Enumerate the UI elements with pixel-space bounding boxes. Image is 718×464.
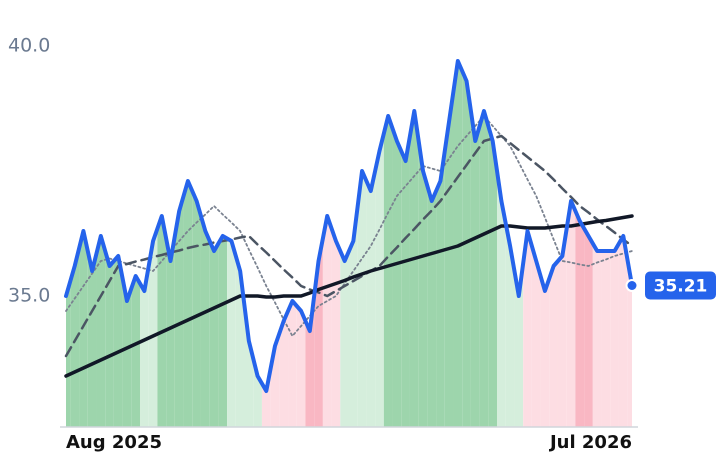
trend-fill <box>549 261 558 427</box>
last-point <box>625 279 639 292</box>
average-line <box>64 134 634 358</box>
trend-fill <box>375 133 384 427</box>
trend-fill <box>357 171 367 427</box>
trend-fill <box>200 216 210 427</box>
trend-fill <box>70 248 80 427</box>
trend-fill <box>584 228 593 427</box>
trend-fill <box>453 61 463 427</box>
trend-fill <box>105 251 114 427</box>
trend-fill <box>418 141 428 427</box>
trend-fill <box>157 216 167 427</box>
trend-fill <box>566 201 576 427</box>
trend-fill <box>322 216 332 427</box>
trend-fill <box>288 301 297 427</box>
trend-fill <box>366 171 376 427</box>
trend-fill <box>592 243 602 427</box>
trend-fill <box>392 128 402 427</box>
trend-fill <box>148 228 158 427</box>
trend-fill <box>183 181 193 427</box>
x-tick-label: Jul 2026 <box>548 432 632 453</box>
trend-fill <box>113 256 123 427</box>
trend-fill <box>349 206 358 427</box>
trend-fill <box>531 246 541 427</box>
trend-fill <box>444 91 454 427</box>
x-tick-label: Aug 2025 <box>66 432 162 453</box>
trend-fill <box>601 251 611 427</box>
average-line <box>64 214 634 378</box>
trend-fill <box>296 306 306 427</box>
y-tick-label: 40.0 <box>8 35 50 57</box>
trend-fill <box>575 211 585 427</box>
trend-fill <box>523 231 532 427</box>
trend-fill <box>557 228 567 427</box>
trend-fill <box>270 333 280 427</box>
trend-fill <box>627 260 632 427</box>
trend-fill <box>409 111 419 427</box>
trend-fill <box>488 126 498 427</box>
trend-fill <box>497 171 506 427</box>
trend-fill <box>227 238 236 427</box>
trend-fill <box>340 251 349 427</box>
trend-fill <box>174 196 184 427</box>
trend-fill <box>192 191 201 427</box>
value-badge-label: 35.21 <box>654 277 708 297</box>
trend-fill <box>383 116 393 427</box>
trend-fill <box>401 136 410 427</box>
trend-fill <box>514 263 524 427</box>
trend-fill <box>79 231 88 427</box>
trend-fill <box>505 223 515 427</box>
trend-fill <box>462 71 471 427</box>
trend-fill <box>618 236 628 427</box>
y-tick-label: 35.0 <box>8 285 50 307</box>
price-line <box>64 59 634 393</box>
trend-fill <box>140 266 149 427</box>
value-badge <box>645 271 716 300</box>
trend-fill <box>610 243 619 427</box>
trend-fill <box>279 311 289 427</box>
trend-fill <box>540 276 550 427</box>
trend-fill <box>436 151 445 427</box>
trend-fill <box>209 241 219 427</box>
trend-fill <box>166 236 175 427</box>
trend-fill <box>427 186 437 427</box>
trend-fill <box>331 228 341 427</box>
trend-fill <box>479 111 489 427</box>
trend-fill <box>253 358 262 427</box>
trend-fill <box>131 276 141 427</box>
trend-fill <box>218 236 228 427</box>
trend-fill <box>96 236 106 427</box>
trend-fill <box>87 251 97 427</box>
trend-fill <box>470 111 480 427</box>
trend-fill <box>122 278 132 427</box>
